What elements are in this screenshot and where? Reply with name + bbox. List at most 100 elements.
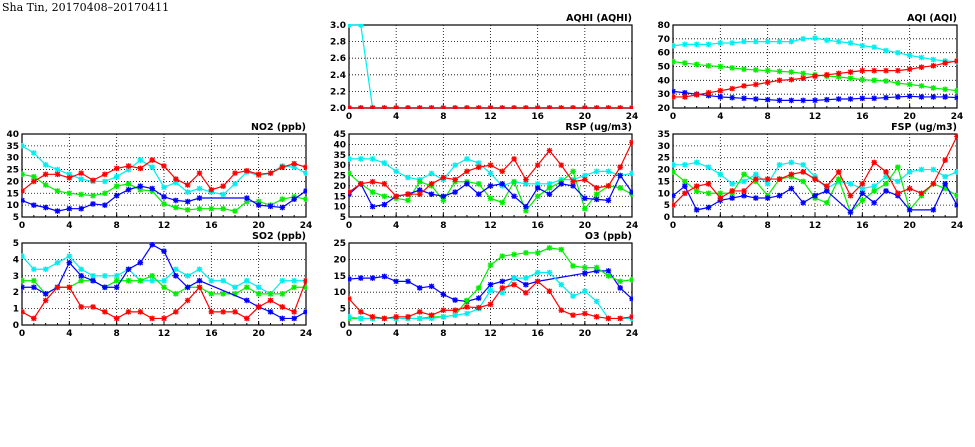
data-point-cyan [21, 143, 25, 149]
series-group [672, 133, 958, 216]
star-marker-icon [871, 44, 877, 50]
star-marker-icon [511, 156, 517, 162]
star-marker-icon [942, 181, 948, 187]
data-point-blue [173, 197, 179, 204]
data-point-blue [125, 266, 132, 273]
data-point-red [90, 304, 96, 310]
star-marker-icon [776, 97, 783, 104]
data-point-cyan [800, 162, 806, 168]
data-point-cyan [824, 37, 830, 44]
data-point-blue [416, 187, 423, 193]
data-point-red [303, 277, 307, 284]
data-point-blue [582, 270, 588, 276]
star-marker-icon [405, 278, 411, 285]
star-marker-icon [393, 278, 399, 285]
star-marker-icon [348, 170, 352, 177]
star-marker-icon [871, 67, 877, 74]
x-tick-label: 12 [484, 329, 497, 339]
data-point-cyan [232, 284, 238, 291]
star-marker-icon [255, 304, 262, 310]
data-point-green [232, 291, 238, 297]
star-marker-icon [78, 176, 84, 182]
data-point-green [717, 190, 724, 197]
star-marker-icon [267, 203, 274, 210]
data-point-green [570, 168, 576, 175]
data-point-green [487, 262, 494, 268]
star-marker-icon [511, 178, 517, 185]
star-marker-icon [511, 105, 517, 109]
data-point-red [440, 105, 447, 109]
data-point-cyan [570, 293, 576, 299]
x-tick-label: 8 [114, 329, 120, 339]
x-tick-label: 12 [158, 329, 171, 339]
star-marker-icon [279, 315, 286, 322]
star-marker-icon [534, 278, 541, 285]
data-point-red [291, 160, 297, 167]
star-marker-icon [824, 188, 830, 194]
data-point-blue [672, 192, 676, 199]
star-marker-icon [812, 35, 818, 41]
data-point-blue [812, 192, 818, 199]
star-marker-icon [196, 266, 203, 273]
star-marker-icon [113, 315, 120, 322]
data-point-green [279, 291, 286, 297]
data-point-cyan [428, 315, 435, 322]
star-marker-icon [487, 162, 494, 168]
y-tick-label: 0 [13, 321, 19, 331]
star-marker-icon [357, 24, 364, 28]
star-marker-icon [717, 195, 724, 201]
star-marker-icon [534, 193, 541, 200]
star-marker-icon [753, 67, 759, 73]
data-point-green [499, 253, 506, 259]
data-point-blue [357, 275, 364, 281]
star-marker-icon [208, 186, 215, 193]
star-marker-icon [303, 188, 307, 194]
data-point-green [546, 185, 553, 191]
x-tick-label: 16 [856, 221, 869, 231]
data-point-red [244, 315, 250, 322]
data-point-red [954, 58, 958, 64]
star-marker-icon [788, 38, 795, 45]
plot-frame [348, 242, 633, 326]
data-point-cyan [859, 185, 866, 192]
data-point-green [161, 284, 167, 291]
y-tick-label: 5 [13, 213, 19, 223]
data-point-blue [930, 94, 937, 100]
star-marker-icon [161, 315, 167, 322]
data-point-blue [629, 189, 633, 195]
data-point-green [954, 87, 958, 94]
data-point-cyan [54, 166, 61, 173]
star-marker-icon [788, 159, 795, 166]
data-point-green [741, 171, 747, 178]
data-point-cyan [381, 160, 388, 166]
data-point-blue [255, 202, 262, 208]
series-group [348, 245, 633, 322]
data-point-red [558, 162, 565, 168]
data-point-blue [918, 94, 925, 100]
data-point-green [835, 176, 842, 182]
star-marker-icon [381, 181, 388, 187]
data-point-red [835, 169, 842, 175]
data-point-red [348, 105, 352, 109]
data-point-red [629, 105, 633, 109]
data-point-red [161, 163, 167, 169]
star-marker-icon [558, 162, 565, 168]
star-marker-icon [705, 63, 712, 69]
data-point-green [232, 208, 238, 214]
data-point-cyan [78, 266, 84, 273]
star-marker-icon [693, 188, 700, 194]
star-marker-icon [279, 291, 286, 297]
star-marker-icon [764, 38, 771, 45]
x-tick-label: 0 [19, 329, 25, 339]
star-marker-icon [605, 315, 612, 322]
star-marker-icon [629, 170, 633, 177]
data-point-green [617, 185, 624, 191]
data-point-red [416, 105, 423, 109]
data-point-green [487, 195, 494, 202]
data-point-cyan [605, 168, 612, 175]
y-tick-label: 2.6 [330, 54, 346, 64]
star-marker-icon [835, 169, 842, 175]
data-point-green [705, 190, 712, 197]
data-point-blue [279, 315, 286, 322]
star-marker-icon [942, 86, 948, 93]
